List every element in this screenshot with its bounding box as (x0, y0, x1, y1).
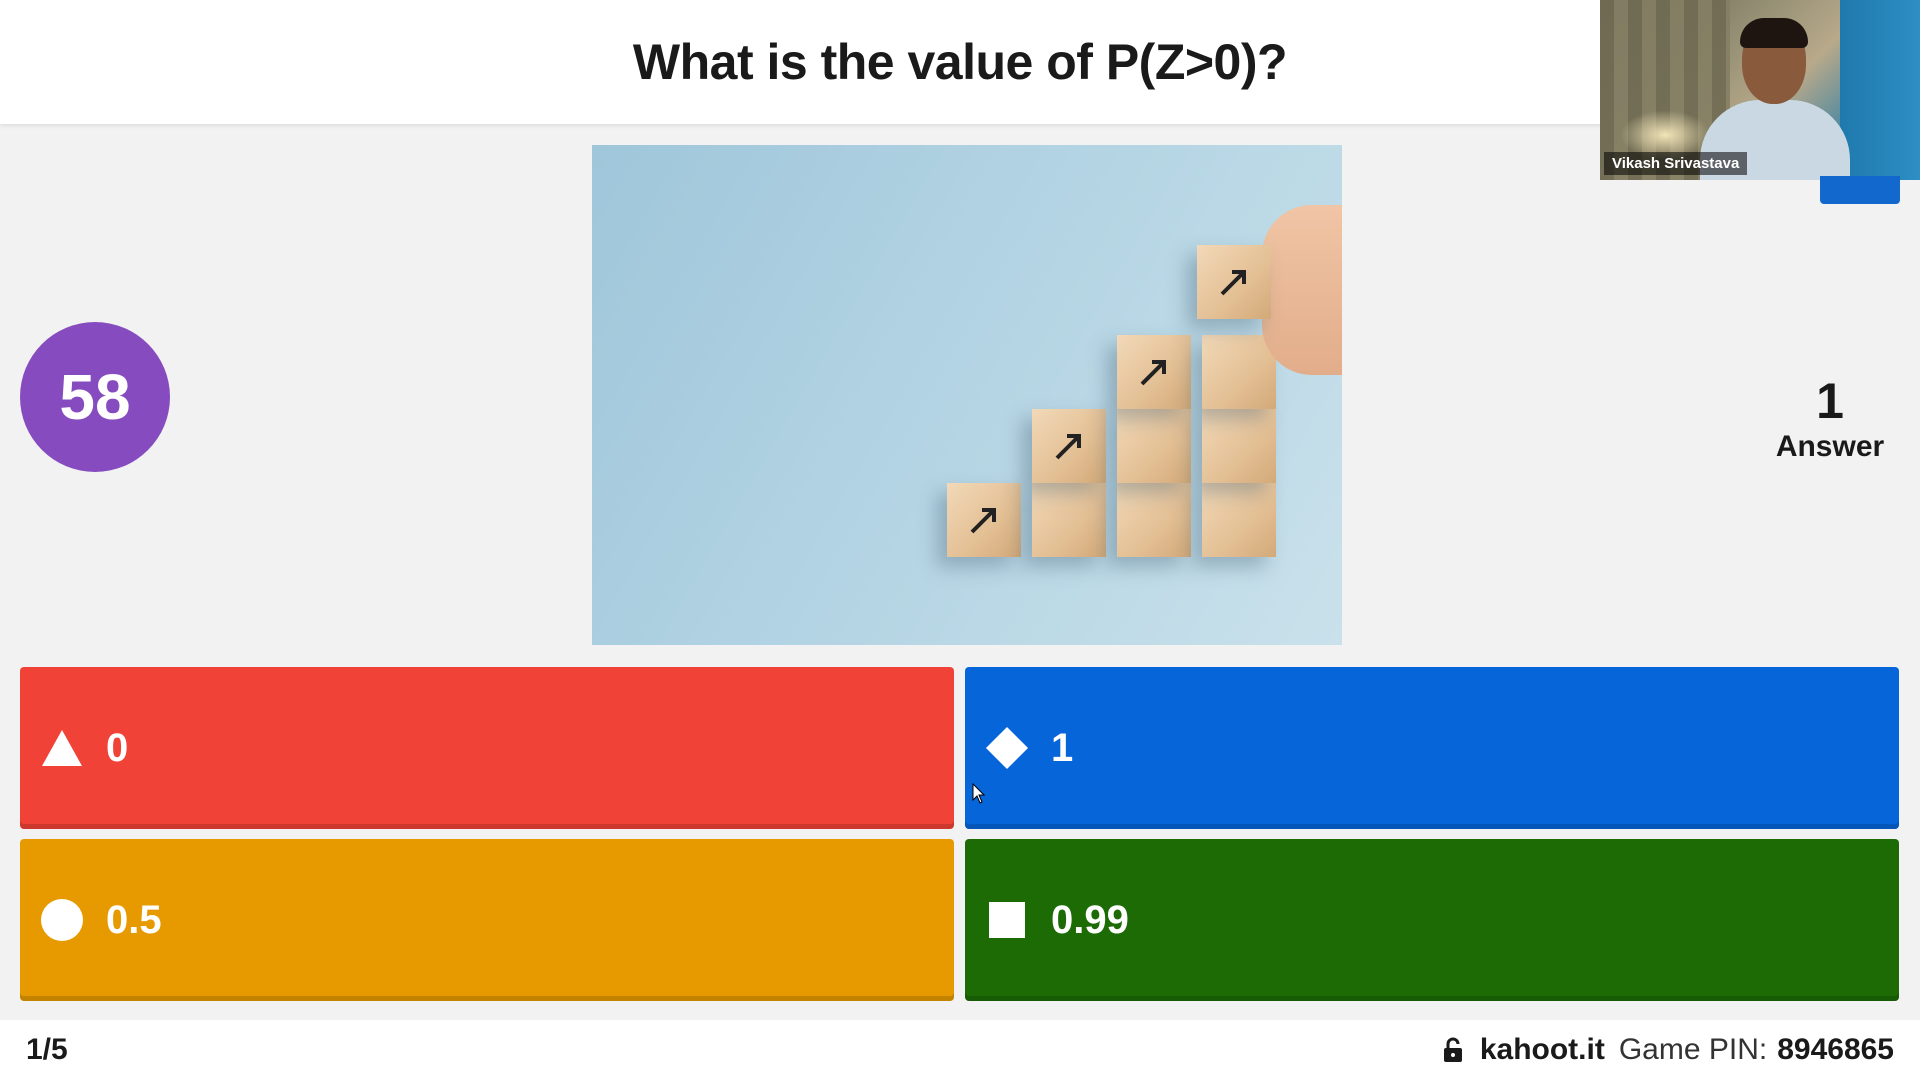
participant-name-tag: Vikash Srivastava (1604, 152, 1748, 175)
wooden-block (1032, 483, 1106, 557)
answer-count-number: 1 (1816, 373, 1844, 429)
diamond-icon (985, 726, 1029, 770)
skip-button-partial[interactable] (1820, 176, 1900, 204)
answer-option-green[interactable]: 0.99 (965, 839, 1899, 1001)
game-info: kahoot.it Game PIN: 8946865 (1442, 1033, 1894, 1067)
game-pin: 8946865 (1777, 1033, 1894, 1066)
square-icon (985, 898, 1029, 942)
circle-icon (40, 898, 84, 942)
footer-bar: 1/5 kahoot.it Game PIN: 8946865 (0, 1020, 1920, 1080)
wooden-block (1032, 409, 1106, 483)
answer-count-label: Answer (1775, 430, 1885, 463)
answer-text: 0.99 (1051, 897, 1129, 942)
answer-text: 0.5 (106, 897, 162, 942)
site-url: kahoot.it (1479, 1033, 1605, 1066)
answer-option-red[interactable]: 0 (20, 667, 954, 829)
pin-label: Game PIN: (1618, 1033, 1768, 1066)
question-title: What is the value of P(Z>0)? (632, 34, 1288, 90)
wooden-block (1197, 245, 1271, 319)
triangle-icon (40, 726, 84, 770)
answer-text: 0 (106, 725, 129, 770)
wooden-block (1117, 409, 1191, 483)
wooden-block (1202, 335, 1276, 409)
webcam-video: Vikash Srivastava (1600, 0, 1920, 180)
question-image (592, 145, 1342, 645)
answer-text: 1 (1051, 725, 1074, 770)
answer-option-yellow[interactable]: 0.5 (20, 839, 954, 1001)
countdown-timer: 58 (20, 322, 170, 472)
answer-counter: 1 Answer (1760, 372, 1900, 464)
hand (1262, 205, 1342, 375)
wooden-block (1117, 483, 1191, 557)
answer-option-blue[interactable]: 1 (965, 667, 1899, 829)
question-progress: 1/5 (26, 1033, 68, 1066)
lock-icon (1443, 1037, 1462, 1062)
mouse-cursor-icon (972, 783, 986, 804)
wooden-block (947, 483, 1021, 557)
wooden-block (1202, 409, 1276, 483)
wooden-block (1117, 335, 1191, 409)
wooden-block (1202, 483, 1276, 557)
